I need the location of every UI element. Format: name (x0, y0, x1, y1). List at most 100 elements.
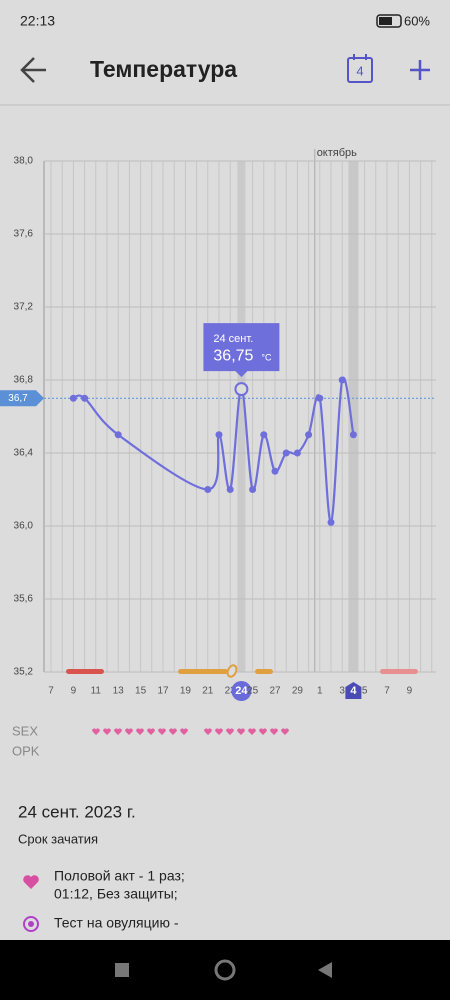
x-tick-label: 1 (317, 686, 323, 697)
calendar-icon (347, 57, 373, 83)
x-tick-label: 13 (113, 686, 125, 697)
x-tick-label: 19 (180, 686, 192, 697)
status-battery: 60% (404, 13, 430, 28)
x-tick-label: 7 (48, 686, 54, 697)
x-tick-label: 9 (71, 686, 77, 697)
add-button[interactable] (410, 60, 430, 80)
x-tick-label: 23 (225, 686, 237, 697)
heart-marker (125, 728, 133, 735)
x-tick-label: 17 (157, 686, 169, 697)
heart-marker (169, 728, 177, 735)
data-point (81, 394, 89, 402)
heart-marker (180, 728, 188, 735)
y-tick-label: 36,4 (14, 448, 34, 459)
selected-day-badge (231, 681, 252, 701)
y-tick-label: 35,6 (14, 594, 34, 605)
tooltip-title: 24 сент. (213, 333, 253, 345)
heart-marker (226, 728, 234, 735)
details-subtitle: Срок зачатия (18, 831, 98, 846)
test-icon (23, 916, 39, 932)
nav-home[interactable] (214, 959, 236, 981)
data-point (316, 394, 324, 402)
data-point (282, 449, 290, 457)
today-badge (345, 682, 362, 699)
x-tick-label: 21 (202, 686, 214, 697)
heart-marker (147, 728, 155, 735)
ovulation-mark (226, 664, 238, 678)
y-tick-label: 38,0 (14, 156, 34, 167)
test-icon-dot (28, 921, 34, 927)
heart-marker (136, 728, 144, 735)
x-tick-label: 27 (269, 686, 281, 697)
legend-row-label: OPK (12, 743, 40, 758)
x-tick-label: 9 (407, 686, 413, 697)
fertile-bar (178, 669, 228, 674)
today-column (348, 161, 359, 672)
calendar-day: 4 (356, 63, 363, 78)
data-point (114, 431, 122, 439)
heart-marker (281, 728, 289, 735)
selected-day-column (237, 161, 246, 672)
y-tick-label: 35,2 (14, 667, 34, 678)
heart-icon (23, 875, 39, 889)
predicted-period-bar (380, 669, 418, 674)
heart-marker (92, 728, 100, 735)
heart-marker (248, 728, 256, 735)
x-tick-label: 11 (91, 686, 102, 697)
data-point (338, 376, 346, 384)
calendar-button[interactable]: 4 (347, 54, 373, 83)
x-tick-label: 15 (135, 686, 147, 697)
battery-icon (376, 14, 402, 28)
x-tick-label: 29 (292, 686, 304, 697)
heart-marker (259, 728, 267, 735)
heart-marker (204, 728, 212, 735)
data-point (260, 431, 268, 439)
selected-point (234, 382, 249, 397)
fertile-bar (255, 669, 273, 674)
nav-recents[interactable] (115, 963, 129, 977)
y-tick-label: 37,6 (14, 229, 34, 240)
y-tick-label: 36,8 (14, 375, 34, 386)
nav-bar (0, 940, 450, 1000)
nav-back[interactable] (318, 962, 332, 978)
x-tick-label: 4 (350, 685, 357, 697)
tooltip-unit: °C (261, 353, 272, 363)
x-tick-label: 3 (339, 686, 345, 697)
tooltip-value: 36,75 (213, 347, 253, 364)
ovulation-test-text: Тест на овуляцию - (54, 915, 179, 931)
data-point (271, 467, 279, 475)
data-point (226, 486, 234, 493)
sex-markers (92, 728, 289, 735)
chart: октябрь 35,2 35,6 36,0 36,4 36,8 37,2 37,6 38,0 3… (0, 147, 436, 701)
data-point (293, 449, 301, 457)
reference-badge (0, 390, 44, 407)
intercourse-text: Половой акт - 1 раз; (54, 868, 185, 884)
x-tick-label: 5 (362, 686, 368, 697)
heart-marker (270, 728, 278, 735)
data-point (69, 394, 77, 402)
heart-marker (237, 728, 245, 735)
tooltip-box (203, 323, 280, 378)
details-date: 24 сент. 2023 г. (18, 802, 136, 821)
x-tick-label: 24 (235, 685, 248, 697)
data-point (249, 486, 257, 493)
x-tick-label: 25 (247, 686, 259, 697)
data-point (215, 431, 223, 439)
data-point (305, 431, 313, 439)
status-time: 22:13 (20, 13, 55, 29)
y-tick-label: 36,0 (14, 521, 34, 532)
battery-level (379, 17, 392, 25)
month-label: октябрь (317, 147, 357, 159)
data-point (204, 486, 212, 493)
legend-row-label: SEX (12, 723, 38, 738)
back-button[interactable] (20, 57, 46, 83)
header-title: Температура (90, 56, 237, 82)
heart-marker (215, 728, 223, 735)
data-point (349, 431, 357, 439)
reference-label: 36,7 (8, 393, 28, 404)
intercourse-text: 01:12, Без защиты; (54, 886, 178, 902)
y-tick-label: 37,2 (14, 302, 34, 313)
